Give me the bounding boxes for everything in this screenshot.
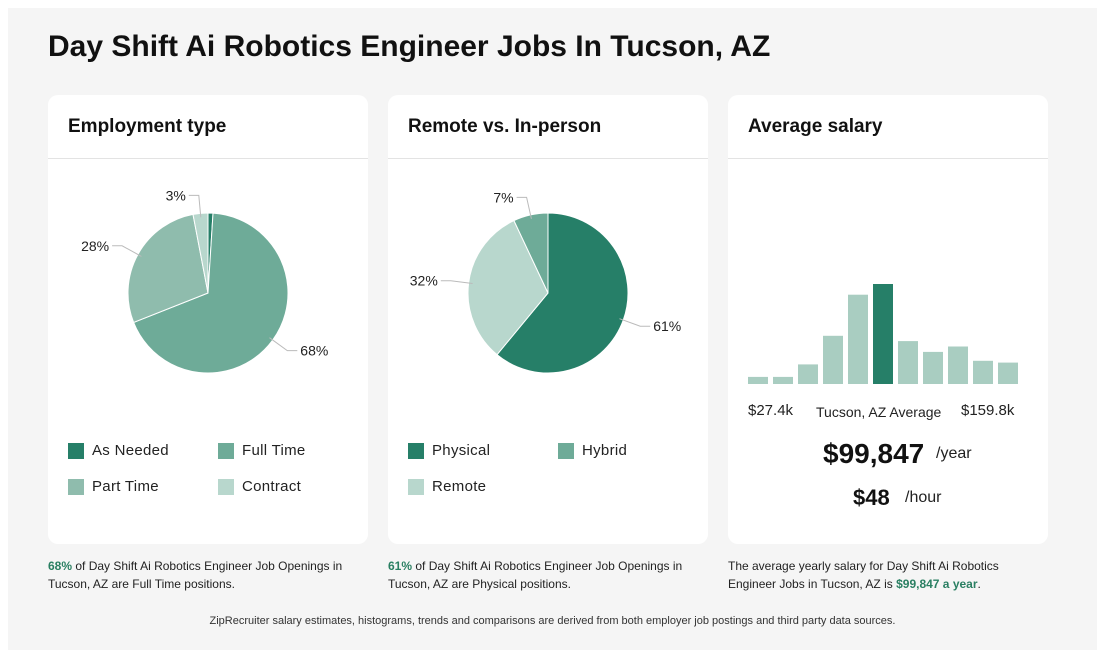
pie-label: 7%: [493, 189, 513, 205]
card-header: Average salary: [728, 95, 1048, 159]
footer-note: ZipRecruiter salary estimates, histogram…: [209, 615, 896, 627]
pie-label-leader: [269, 337, 298, 352]
card-title: Remote vs. In-person: [408, 116, 602, 137]
pie-label: 3%: [166, 187, 186, 203]
pie-label: 68%: [300, 343, 328, 359]
salary-max-label: $159.8k: [961, 402, 1015, 419]
salary-histogram: [748, 284, 1018, 384]
histogram-bar: [798, 364, 818, 384]
histogram-bar-average: [873, 284, 893, 384]
legend-swatch: [218, 479, 234, 495]
legend-label: Full Time: [242, 442, 306, 459]
employment-type-card: Employment type 68% 28% 3% As Needed Full …: [48, 95, 368, 544]
histogram-bar: [923, 351, 943, 384]
pie-label: 32%: [410, 273, 438, 289]
card-header: Remote vs. In-person: [388, 95, 708, 159]
yearly-salary: $99,847: [823, 438, 925, 469]
legend-label: Hybrid: [582, 442, 628, 459]
caption-highlight: $99,847 a year: [896, 577, 978, 591]
remote-vs-in-person-card: Remote vs. In-person 61% 32% 7% Physical H…: [388, 95, 708, 544]
card-title: Average salary: [748, 116, 883, 137]
employment-caption: 68% of Day Shift Ai Robotics Engineer Jo…: [48, 557, 348, 593]
pie-label: 61%: [653, 318, 681, 334]
legend-label: Physical: [432, 442, 491, 459]
pie-label-leader: [188, 194, 202, 218]
yearly-unit: /year: [936, 445, 972, 462]
pie-label-leader: [112, 245, 142, 257]
hourly-unit: /hour: [905, 489, 942, 506]
histogram-bar: [898, 341, 918, 384]
caption-end: .: [977, 577, 981, 591]
pie-label-leader: [440, 280, 473, 284]
histogram-bar: [848, 294, 868, 384]
pie-label-leader: [516, 196, 532, 219]
legend-swatch: [408, 443, 424, 459]
legend-label: Contract: [242, 478, 302, 495]
histogram-bar: [748, 376, 768, 384]
histogram-bar: [773, 376, 793, 384]
caption-text: of Day Shift Ai Robotics Engineer Job Op…: [388, 559, 683, 591]
card-header: Employment type: [48, 95, 368, 159]
legend-swatch: [218, 443, 234, 459]
salary-caption: The average yearly salary for Day Shift …: [728, 557, 1018, 593]
histogram-bar: [948, 346, 968, 384]
histogram-bar: [823, 335, 843, 384]
legend-label: As Needed: [92, 442, 169, 459]
histogram-bar: [998, 362, 1018, 384]
pie-label: 28%: [81, 238, 109, 254]
caption-text: The average yearly salary for Day Shift …: [728, 559, 999, 591]
remote-pie-chart: 61% 32% 7%: [410, 189, 681, 374]
average-salary-card: Average salary $27.4k Tucson, AZ Average…: [728, 95, 1048, 544]
legend-swatch: [68, 479, 84, 495]
legend-label: Remote: [432, 478, 487, 495]
caption-highlight: 61%: [388, 559, 413, 573]
caption-text: of Day Shift Ai Robotics Engineer Job Op…: [48, 559, 343, 591]
card-title: Employment type: [68, 116, 227, 137]
salary-min-label: $27.4k: [748, 402, 794, 419]
employment-pie-chart: 68% 28% 3%: [81, 187, 328, 374]
hourly-salary: $48: [853, 485, 890, 510]
caption-highlight: 68%: [48, 559, 73, 573]
histogram-bar: [973, 360, 993, 384]
legend-swatch: [558, 443, 574, 459]
pie-label-leader: [619, 318, 651, 327]
salary-average-label: Tucson, AZ Average: [816, 404, 942, 420]
page: Day Shift Ai Robotics Engineer Jobs In T…: [8, 8, 1097, 650]
remote-caption: 61% of Day Shift Ai Robotics Engineer Jo…: [388, 557, 688, 593]
page-title: Day Shift Ai Robotics Engineer Jobs In T…: [48, 30, 771, 63]
legend-label: Part Time: [92, 478, 159, 495]
legend-swatch: [408, 479, 424, 495]
legend-swatch: [68, 443, 84, 459]
